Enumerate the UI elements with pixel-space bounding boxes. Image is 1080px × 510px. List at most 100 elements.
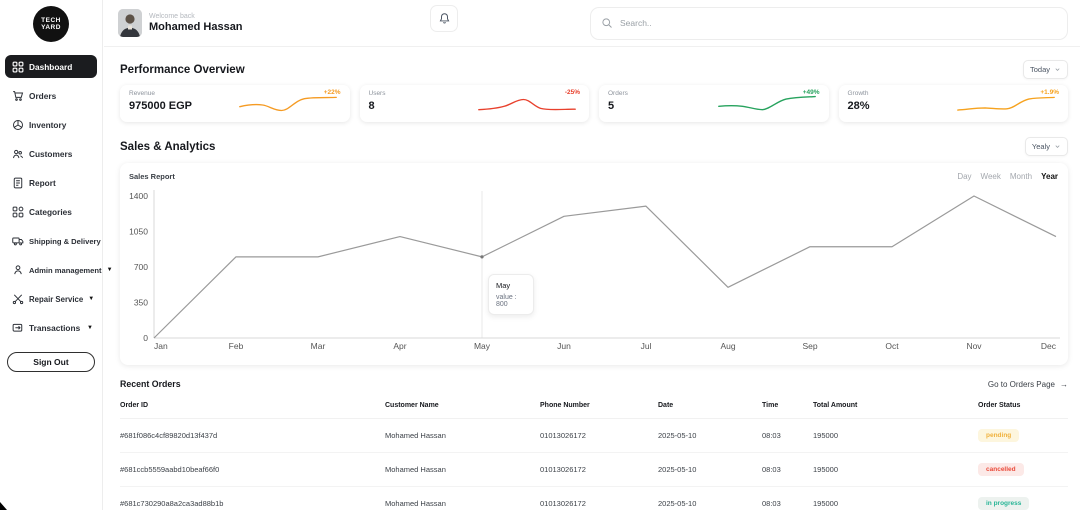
arrow-right-icon: → [1060, 379, 1068, 389]
sidebar-item-label: Transactions [29, 323, 81, 333]
tab-week[interactable]: Week [980, 172, 1001, 181]
stat-value: 975000 EGP [129, 100, 192, 112]
sign-out-button[interactable]: Sign Out [7, 352, 95, 372]
recent-orders-title: Recent Orders [120, 379, 181, 389]
phone-number: 01013026172 [540, 465, 586, 474]
table-row[interactable]: #681c730290a8a2ca3ad88b1b Mohamed Hassan… [120, 487, 1068, 510]
total-amount: 195000 [813, 465, 839, 474]
stat-change: +49% [802, 89, 820, 96]
orders-sparkline [717, 95, 816, 111]
welcome-text: Welcome back [149, 13, 195, 20]
chart-title: Sales Report [129, 172, 175, 181]
chevron-down-icon: ▼ [87, 325, 93, 331]
truck-icon [12, 235, 24, 247]
sidebar-item-inventory[interactable]: Inventory [5, 114, 97, 136]
total-amount: 195000 [813, 431, 839, 440]
sidebar-item-report[interactable]: Report [5, 172, 97, 194]
col-phone-number: Phone Number [540, 402, 590, 409]
today-dropdown[interactable]: Today [1022, 60, 1068, 79]
svg-text:Dec: Dec [1041, 341, 1057, 351]
col-order-id: Order ID [120, 402, 149, 409]
orders-table-header: Order ID Customer Name Phone Number Date… [120, 402, 1068, 419]
sidebar-item-customers[interactable]: Customers [5, 143, 97, 165]
customer-name: Mohamed Hassan [385, 499, 446, 508]
sidebar-item-label: Report [29, 178, 56, 188]
yearly-dropdown[interactable]: Yealy [1024, 137, 1068, 156]
search-bar [590, 6, 1068, 40]
sales-chart-card: Sales Report Day Week Month Year 0 350 700… [120, 163, 1068, 365]
sidebar-item-label: Dashboard [29, 61, 73, 72]
order-id: #681f086c4cf89820d13f437d [120, 431, 218, 440]
order-date: 2025-05-10 [658, 431, 697, 440]
order-date: 2025-05-10 [658, 465, 697, 474]
chart-period-tabs: Day Week Month Year [957, 172, 1058, 181]
sidebar-item-admin-management[interactable]: Admin management ▼ [5, 259, 113, 281]
sidebar-item-transactions[interactable]: Transactions ▼ [5, 317, 97, 339]
chart-tooltip: May value : 800 [488, 273, 534, 315]
table-row[interactable]: #681ccb5559aabd10beaf66f0 Mohamed Hassan… [120, 453, 1068, 487]
sidebar-item-shipping-delivery[interactable]: Shipping & Delivery [5, 230, 101, 252]
search-icon [601, 17, 613, 29]
svg-text:1400: 1400 [129, 191, 148, 201]
svg-text:Jul: Jul [641, 341, 652, 351]
bell-icon [438, 12, 451, 25]
phone-number: 01013026172 [540, 431, 586, 440]
transactions-card-icon [12, 322, 24, 334]
sidebar-item-orders[interactable]: Orders [5, 85, 97, 107]
user-avatar[interactable] [118, 9, 142, 37]
sidebar-item-categories[interactable]: Categories [5, 201, 97, 223]
customer-name: Mohamed Hassan [385, 431, 446, 440]
stat-change: -25% [564, 89, 580, 96]
status-badge: cancelled [978, 463, 1024, 476]
col-date: Date [658, 402, 674, 409]
col-time: Time [762, 402, 779, 409]
app-logo-text: TECH YARD [41, 16, 61, 31]
customers-users-icon [12, 148, 24, 160]
chevron-down-icon: ▼ [106, 267, 113, 273]
sidebar-item-label: Categories [29, 207, 72, 217]
sidebar-item-label: Admin management [29, 265, 102, 275]
col-order-status: Order Status [978, 402, 1021, 409]
order-id: #681c730290a8a2ca3ad88b1b [120, 499, 224, 508]
search-input[interactable] [620, 18, 1057, 28]
sidebar-item-label: Orders [29, 91, 57, 101]
sidebar-item-dashboard[interactable]: Dashboard [5, 55, 97, 78]
stat-value: 5 [608, 100, 615, 112]
performance-title: Performance Overview [120, 63, 245, 76]
analytics-title: Sales & Analytics [120, 140, 216, 153]
sidebar-item-repair-service[interactable]: Repair Service ▼ [5, 288, 97, 310]
stat-label: Users [368, 90, 386, 97]
tab-year[interactable]: Year [1041, 172, 1058, 181]
table-row[interactable]: #681f086c4cf89820d13f437d Mohamed Hassan… [120, 419, 1068, 453]
stat-card-orders: Orders 5 +49% [599, 85, 829, 122]
order-time: 08:03 [762, 499, 781, 508]
repair-tools-icon [12, 293, 24, 305]
stat-card-revenue: Revenue 975000 EGP +22% [120, 85, 350, 122]
total-amount: 195000 [813, 499, 839, 508]
customer-name: Mohamed Hassan [385, 465, 446, 474]
sidebar-item-label: Shipping & Delivery [29, 236, 101, 246]
stat-value: 8 [368, 100, 375, 112]
user-name: Mohamed Hassan [149, 21, 243, 33]
report-document-icon [12, 177, 24, 189]
chart-svg: 0 350 700 1050 1400 Jan Feb Mar Apr May Jun Jul Aug S… [129, 190, 1060, 351]
phone-number: 01013026172 [540, 499, 586, 508]
tab-day[interactable]: Day [957, 172, 972, 181]
sidebar-item-label: Repair Service [29, 294, 84, 304]
app-logo: TECH YARD [33, 6, 69, 42]
sidebar: TECH YARD Dashboard Orders Inventory Cus… [0, 0, 113, 510]
chevron-down-icon [1054, 66, 1061, 73]
chevron-down-icon [1054, 143, 1061, 150]
svg-text:0: 0 [143, 333, 148, 343]
tooltip-month: May [496, 280, 511, 290]
svg-text:Sep: Sep [802, 341, 817, 351]
tab-month[interactable]: Month [1009, 172, 1033, 181]
top-header: Welcome back Mohamed Hassan [104, 0, 1080, 47]
svg-text:Apr: Apr [393, 341, 406, 351]
notifications-button[interactable] [430, 5, 458, 32]
go-to-orders-link[interactable]: Go to Orders Page → [987, 379, 1068, 389]
order-time: 08:03 [762, 431, 781, 440]
stat-label: Growth [847, 90, 869, 97]
sales-line-chart: 0 350 700 1050 1400 Jan Feb Mar Apr May Jun Jul Aug S… [126, 188, 1062, 360]
main-area: Welcome back Mohamed Hassan Performance … [104, 0, 1080, 510]
